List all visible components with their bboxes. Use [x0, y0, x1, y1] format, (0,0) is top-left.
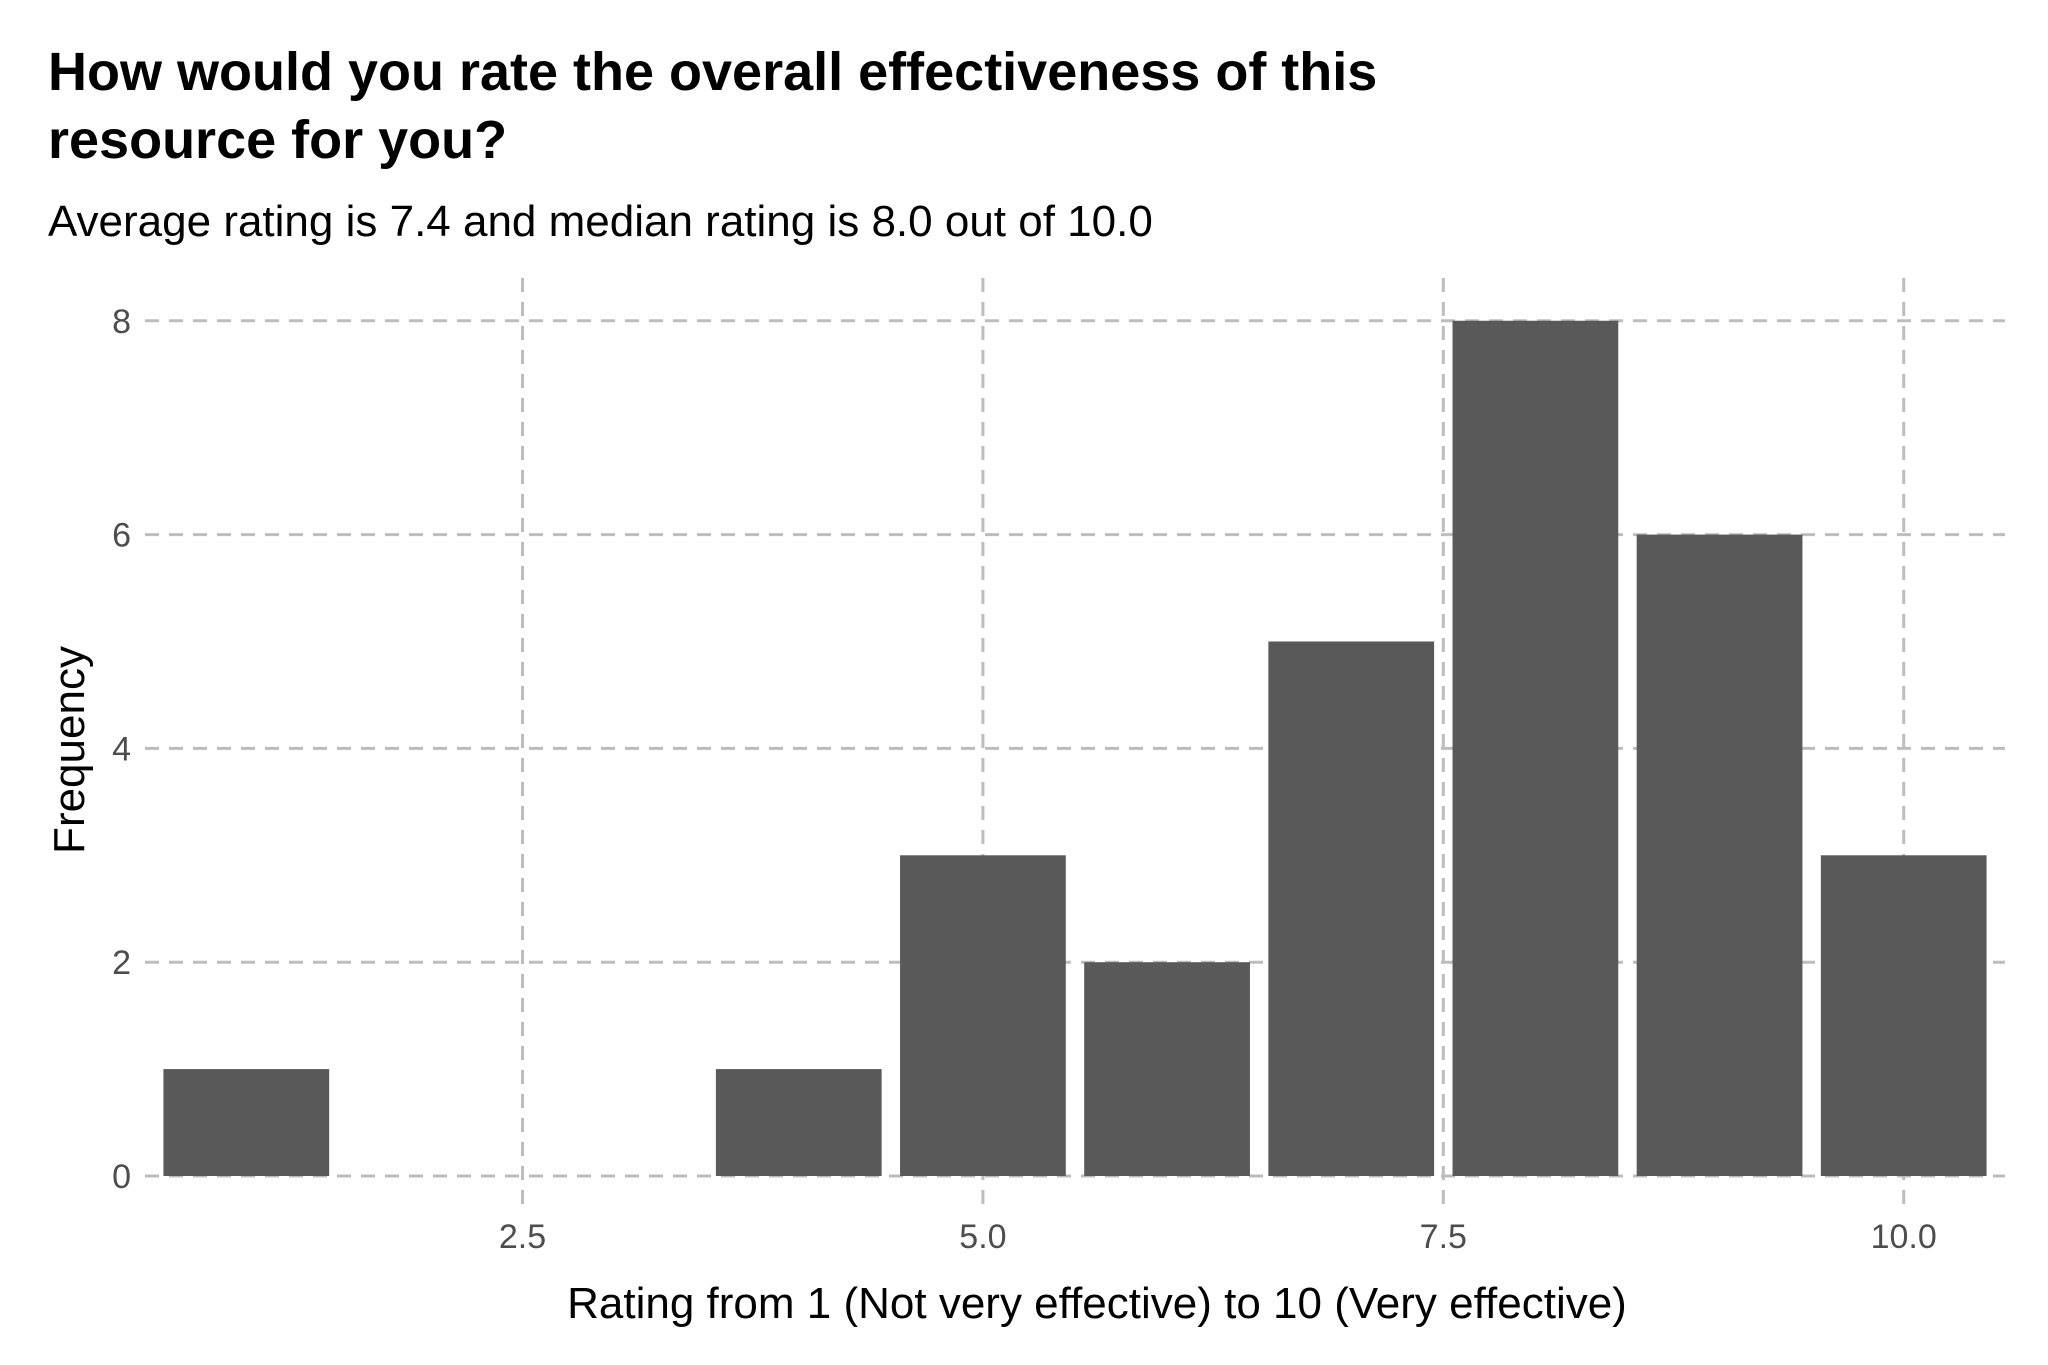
- x-tick-label-2: 7.5: [1420, 1218, 1467, 1256]
- chart-subtitle: Average rating is 7.4 and median rating …: [48, 197, 1153, 246]
- bar-rating-5: [900, 855, 1066, 1176]
- x-tick-label-3: 10.0: [1871, 1218, 1937, 1256]
- bars-group: [163, 320, 1987, 1176]
- bar-rating-4: [715, 1069, 882, 1176]
- chart-title-line-2: resource for you?: [48, 110, 507, 170]
- bar-rating-10: [1820, 855, 1987, 1176]
- y-tick-label-2: 4: [112, 730, 131, 768]
- chart-title-line-1: How would you rate the overall effective…: [48, 42, 1377, 102]
- x-tick-label-1: 5.0: [959, 1218, 1006, 1256]
- y-axis-title: Frequency: [45, 646, 94, 854]
- bar-rating-1: [163, 1069, 330, 1176]
- y-tick-label-1: 2: [112, 944, 131, 982]
- x-tick-label-0: 2.5: [499, 1218, 546, 1256]
- bar-rating-9: [1636, 534, 1803, 1176]
- chart-title: How would you rate the overall effective…: [48, 42, 1377, 170]
- y-axis-tick-labels: 0 2 4 6 8: [112, 303, 131, 1196]
- y-tick-label-3: 6: [112, 517, 131, 555]
- x-axis-title: Rating from 1 (Not very effective) to 10…: [567, 1279, 1627, 1328]
- bar-rating-7: [1268, 641, 1435, 1176]
- x-axis-tick-labels: 2.5 5.0 7.5 10.0: [499, 1218, 1937, 1256]
- bar-rating-6: [1084, 962, 1250, 1176]
- y-tick-label-0: 0: [112, 1158, 131, 1196]
- bar-rating-8: [1452, 320, 1619, 1176]
- y-tick-label-4: 8: [112, 303, 131, 341]
